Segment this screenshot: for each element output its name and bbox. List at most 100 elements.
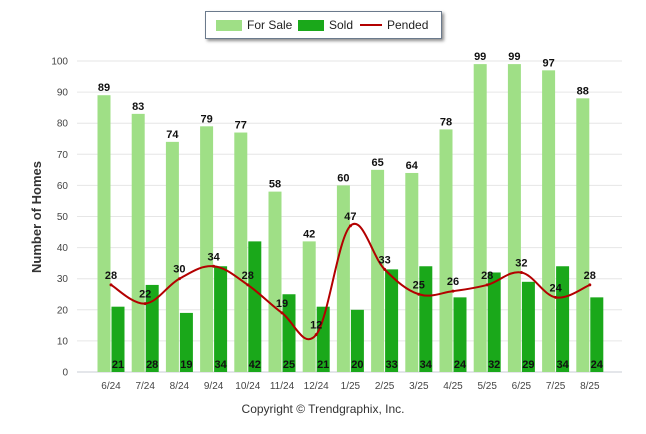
legend-swatch-pended [360,24,382,26]
pended-point [246,283,250,287]
x-tick-label: 3/25 [409,381,429,392]
pended-point [314,333,318,337]
legend: For Sale Sold Pended [205,11,442,39]
x-tick-label: 7/25 [546,381,566,392]
y-tick-label: 20 [57,305,69,316]
for-sale-data-label: 99 [474,51,486,63]
y-tick-label: 60 [57,181,69,192]
for-sale-data-label: 97 [542,57,554,69]
y-tick-label: 0 [62,368,68,379]
sold-bar [350,309,364,372]
for-sale-data-label: 65 [371,157,383,169]
legend-swatch-for-sale [216,19,242,31]
y-tick-label: 80 [57,119,69,130]
x-tick-label: 8/24 [170,381,190,392]
for-sale-bar [268,191,282,372]
sold-bars [111,241,604,372]
pended-data-label: 34 [207,251,220,263]
for-sale-bar [165,141,179,372]
for-sale-bar [200,126,214,372]
copyright-text: Copyright © Trendgraphix, Inc. [241,402,405,416]
sold-data-label: 42 [249,359,261,371]
pended-data-label: 28 [105,270,117,282]
pended-data-label: 12 [310,320,322,332]
pended-point [417,292,421,296]
for-sale-bars [97,64,590,373]
pended-point [383,267,387,271]
for-sale-bar [473,64,487,373]
sold-data-label: 21 [317,359,329,371]
sold-data-label: 21 [112,359,124,371]
sold-data-label: 20 [351,359,363,371]
sold-data-label: 33 [385,359,397,371]
legend-item-sold[interactable]: Sold [298,12,353,38]
sold-bar [521,281,535,372]
legend-item-for-sale[interactable]: For Sale [216,12,292,38]
for-sale-bar [97,95,111,373]
pended-data-label: 33 [378,254,390,266]
x-tick-label: 8/25 [580,381,600,392]
pended-point [280,311,284,315]
pended-line-path [110,222,591,341]
for-sale-bar [234,132,248,372]
pended-data-label: 26 [447,276,459,288]
legend-label-sold: Sold [329,18,354,32]
pended-point [177,277,181,281]
for-sale-data-label: 83 [132,101,144,113]
for-sale-bar [542,70,556,372]
for-sale-bar [439,129,453,372]
y-tick-label: 40 [57,243,69,254]
y-tick-label: 70 [57,150,69,161]
pended-data-label: 25 [413,279,425,291]
pended-point [348,224,352,228]
pended-point [109,283,113,287]
y-axis-ticks: 0 10 20 30 40 50 60 70 80 90 100 [51,57,68,379]
sold-bar [111,306,125,372]
sold-bar [385,269,399,372]
pended-point [588,283,592,287]
pended-data-label: 28 [481,270,493,282]
for-sale-data-label: 64 [406,160,419,172]
x-tick-label: 12/24 [304,381,329,392]
for-sale-bar [405,172,419,372]
pended-data-label: 19 [276,298,288,310]
for-sale-data-label: 88 [577,85,589,97]
sold-bar [453,297,467,372]
for-sale-data-label: 77 [235,120,247,132]
data-labels: 89 83 74 79 77 58 42 60 65 64 78 99 99 97 88 21 28 19 34 42… [98,51,604,371]
x-tick-label: 9/24 [204,381,224,392]
sold-bar [282,294,296,372]
x-tick-label: 2/25 [375,381,395,392]
y-axis-label: Number of Homes [29,161,44,273]
sold-bar [179,312,193,372]
pended-point [451,289,455,293]
for-sale-bar [576,98,590,372]
x-tick-label: 1/25 [341,381,361,392]
sold-data-label: 28 [146,359,158,371]
x-tick-label: 11/24 [270,381,295,392]
for-sale-data-label: 74 [166,129,179,141]
pended-point [519,270,523,274]
y-tick-label: 10 [57,336,69,347]
pended-data-label: 28 [584,270,596,282]
x-tick-label: 6/24 [101,381,121,392]
pended-data-label: 47 [344,211,356,223]
pended-point [212,264,216,268]
pended-data-label: 28 [242,270,254,282]
sold-data-label: 34 [214,359,227,371]
y-tick-label: 50 [57,212,69,223]
for-sale-data-label: 79 [200,113,212,125]
sold-data-label: 29 [522,359,534,371]
sold-data-label: 34 [420,359,433,371]
x-tick-label: 4/25 [443,381,463,392]
sold-data-label: 25 [283,359,295,371]
sold-bar [556,266,570,372]
for-sale-bar [302,241,316,372]
legend-item-pended[interactable]: Pended [360,12,428,38]
sold-bar [214,266,228,372]
sold-bar [145,284,159,372]
pended-data-label: 32 [515,257,527,269]
pended-point [143,302,147,306]
pended-data-label: 22 [139,289,151,301]
